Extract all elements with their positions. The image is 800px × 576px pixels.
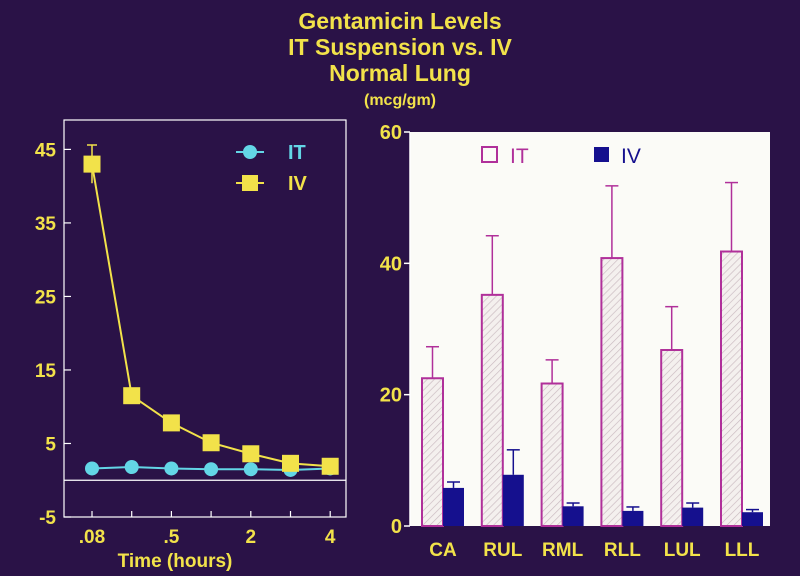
bar-iv bbox=[562, 506, 584, 526]
data-point-iv bbox=[83, 155, 101, 173]
bar-iv bbox=[502, 474, 524, 526]
legend-swatch-it bbox=[481, 146, 498, 163]
y-tick-label: 40 bbox=[380, 253, 402, 275]
legend-marker-iv bbox=[242, 175, 258, 191]
data-point-iv bbox=[162, 414, 180, 432]
x-tick-label: LUL bbox=[664, 540, 701, 561]
x-tick-label: CA bbox=[429, 540, 457, 561]
data-point-iv bbox=[123, 387, 141, 405]
legend-label-iv: IV bbox=[288, 173, 308, 195]
data-point-iv bbox=[202, 434, 220, 452]
x-tick-label: .08 bbox=[79, 527, 105, 548]
chart-units: (mcg/gm) bbox=[364, 92, 436, 109]
bar-iv bbox=[682, 507, 704, 526]
bar-iv bbox=[622, 510, 644, 526]
chart-title-line-3: Normal Lung bbox=[329, 60, 471, 86]
data-point-it bbox=[243, 462, 258, 477]
x-tick-label: RUL bbox=[483, 540, 522, 561]
x-tick-label: 2 bbox=[246, 527, 257, 548]
bar-it bbox=[540, 382, 564, 527]
y-tick-label: 15 bbox=[35, 361, 57, 382]
chart-title-line-2: IT Suspension vs. IV bbox=[288, 34, 512, 60]
y-tick-label: 0 bbox=[391, 516, 402, 538]
x-tick-label: RML bbox=[542, 540, 584, 561]
bar-chart-panel bbox=[410, 132, 770, 526]
y-tick-label: -5 bbox=[39, 508, 56, 529]
data-point-iv bbox=[321, 457, 339, 475]
bar-it bbox=[600, 257, 624, 527]
bar-it bbox=[480, 293, 504, 527]
legend-swatch-iv bbox=[594, 147, 609, 162]
data-point-iv bbox=[282, 454, 299, 472]
legend-label-it: IT bbox=[288, 142, 306, 164]
x-tick-label: RLL bbox=[604, 540, 641, 561]
bar-it bbox=[720, 250, 743, 527]
x-axis-label: Time (hours) bbox=[118, 551, 233, 572]
y-tick-label: 60 bbox=[380, 122, 402, 144]
y-tick-label: 35 bbox=[35, 214, 57, 235]
data-point-it bbox=[164, 461, 179, 476]
bar-iv bbox=[742, 512, 763, 526]
legend-label-iv: IV bbox=[621, 145, 641, 168]
y-tick-label: 25 bbox=[35, 287, 57, 308]
legend-marker-it bbox=[243, 145, 257, 159]
data-point-iv bbox=[242, 445, 260, 463]
bar-iv bbox=[443, 487, 464, 526]
bar-it bbox=[660, 349, 684, 527]
y-tick-label: 20 bbox=[380, 385, 402, 407]
x-tick-label: .5 bbox=[163, 527, 179, 548]
y-tick-label: 5 bbox=[45, 434, 56, 455]
y-tick-label: 45 bbox=[35, 140, 57, 161]
chart-title-line-1: Gentamicin Levels bbox=[298, 8, 502, 34]
legend-label-it: IT bbox=[510, 145, 529, 168]
data-point-it bbox=[85, 461, 99, 476]
x-tick-label: LLL bbox=[725, 540, 760, 561]
bar-it bbox=[421, 377, 444, 527]
x-tick-label: 4 bbox=[325, 527, 336, 548]
data-point-it bbox=[204, 462, 219, 477]
line-chart-frame bbox=[63, 119, 347, 518]
data-point-it bbox=[124, 460, 139, 475]
